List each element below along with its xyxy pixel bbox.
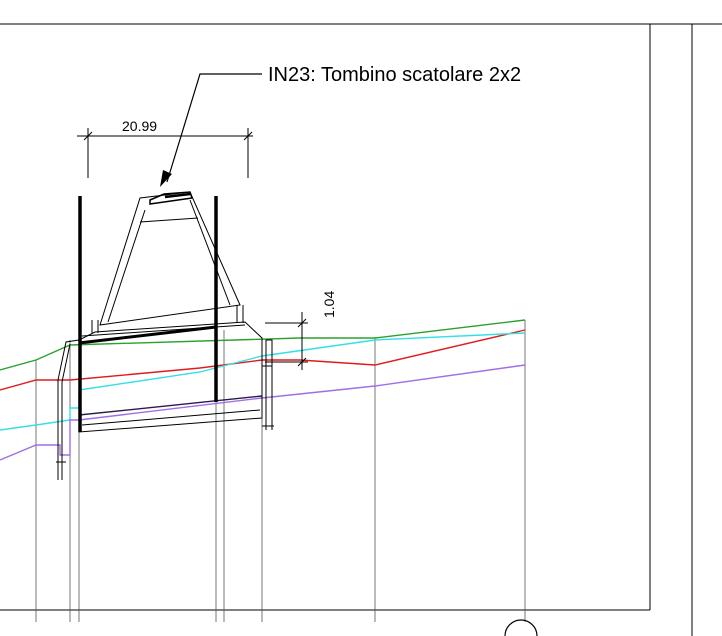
height-tick-bottom	[297, 357, 307, 367]
purple-profile-line	[0, 364, 526, 461]
culvert-box-inner-bottom	[81, 409, 261, 426]
height-dimension	[265, 312, 308, 370]
road-crown	[149, 191, 193, 205]
embankment-outline	[99, 191, 241, 326]
culvert-structure	[56, 191, 274, 480]
height-dimension-label: 1.04	[321, 291, 337, 318]
embankment-top-band	[139, 217, 199, 223]
embankment-inner-right	[189, 199, 231, 306]
station-lines	[35, 320, 526, 622]
width-dimension	[77, 128, 253, 178]
left-headwall	[57, 339, 80, 480]
culvert-box-inner-top	[81, 324, 246, 337]
road-crown-line	[164, 192, 191, 199]
callout-label: IN23: Tombino scatolare 2x2	[268, 64, 521, 86]
width-tick-right	[243, 131, 253, 141]
width-tick-left	[83, 131, 93, 141]
left-headwall-inner	[61, 343, 71, 480]
bottom-marker-arc	[504, 619, 538, 636]
dark-profile-line	[78, 395, 263, 416]
embankment-inner-left	[107, 209, 146, 323]
culvert-deck-line	[78, 325, 217, 345]
drawing-frame	[0, 23, 722, 636]
width-dimension-label: 20.99	[122, 118, 157, 134]
callout-arrowhead	[160, 170, 172, 187]
height-tick-top	[297, 318, 307, 328]
callout-leader	[166, 73, 262, 183]
callout-leader-line	[166, 73, 262, 183]
right-headwall	[265, 339, 273, 430]
green-profile-line	[0, 319, 526, 371]
